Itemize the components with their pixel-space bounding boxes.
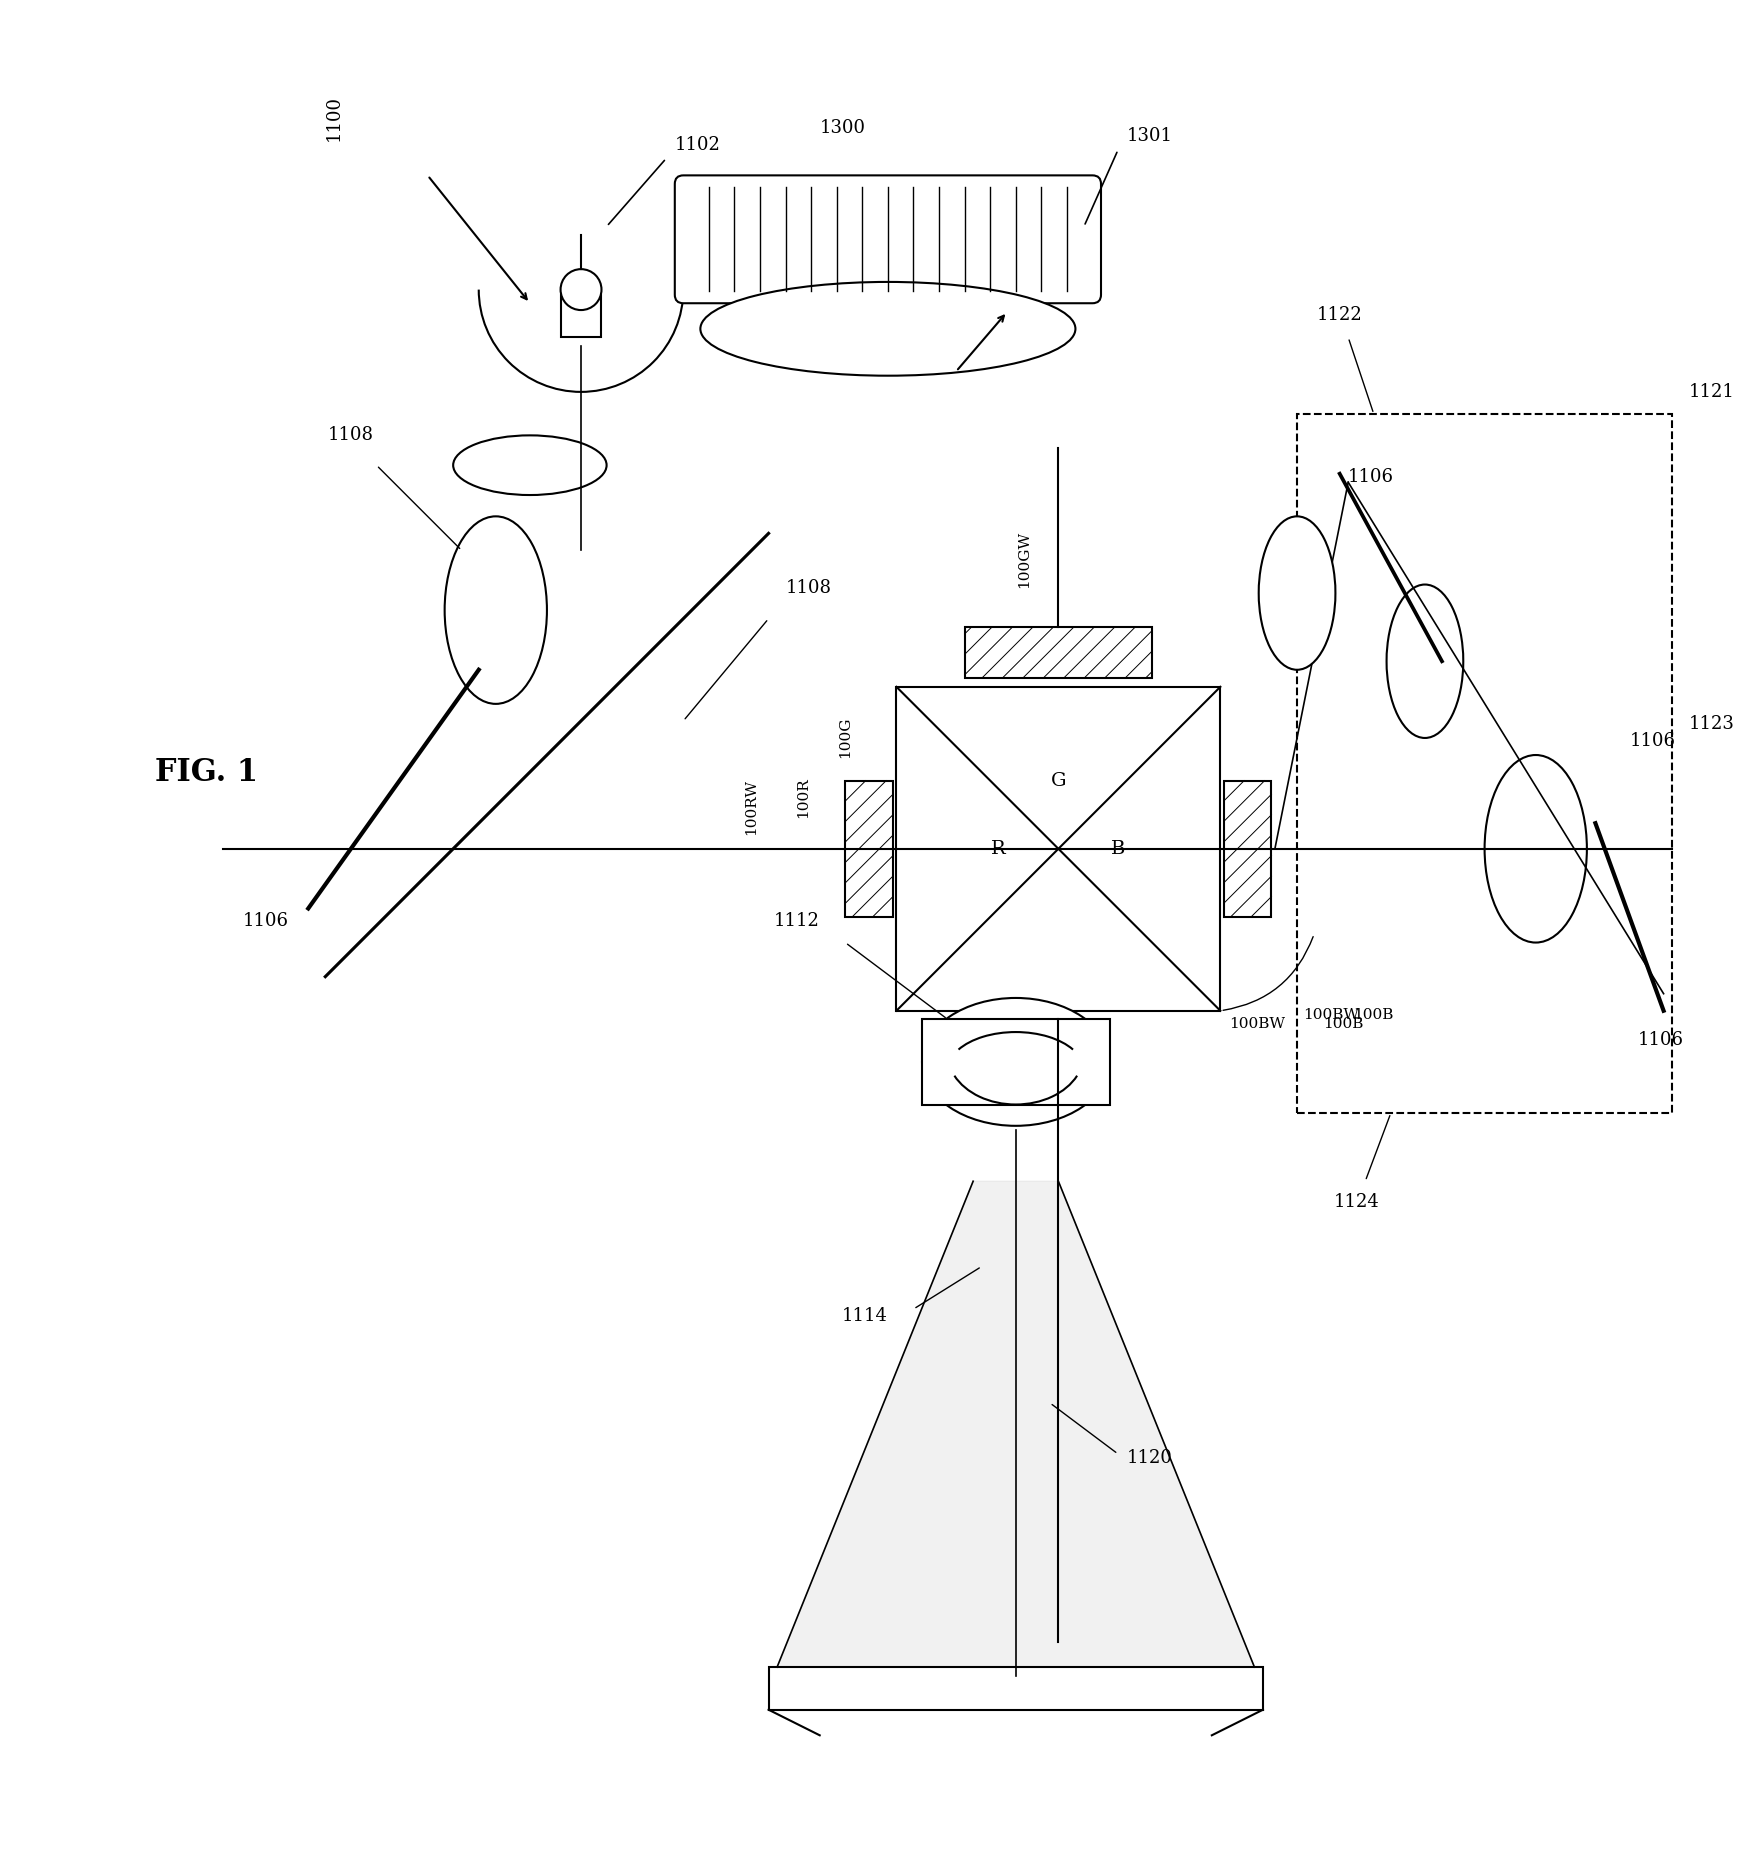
Text: 1121: 1121	[1689, 383, 1734, 402]
Circle shape	[560, 268, 602, 311]
Ellipse shape	[701, 281, 1075, 376]
Text: 1108: 1108	[786, 579, 831, 598]
Text: 1106: 1106	[1348, 468, 1393, 487]
Bar	[896, 687, 1219, 1011]
Text: 1100: 1100	[325, 94, 343, 141]
Bar	[560, 294, 602, 337]
Text: 100R: 100R	[795, 777, 809, 818]
Text: 100RW: 100RW	[744, 779, 758, 835]
Polygon shape	[777, 1181, 1254, 1668]
Bar	[922, 1020, 1109, 1105]
Bar	[769, 1668, 1263, 1710]
Text: 1123: 1123	[1689, 716, 1734, 733]
Text: 1106: 1106	[1628, 733, 1675, 750]
Text: B: B	[1109, 840, 1125, 857]
Text: 1106: 1106	[242, 911, 289, 929]
Text: R: R	[991, 840, 1005, 857]
Text: 100G: 100G	[838, 716, 852, 759]
Text: 1112: 1112	[774, 911, 819, 929]
Text: 1122: 1122	[1316, 305, 1362, 324]
Text: 100B: 100B	[1322, 1016, 1362, 1031]
Text: 1120: 1120	[1125, 1449, 1172, 1466]
Text: 100GW: 100GW	[1017, 531, 1031, 587]
Text: 1300: 1300	[819, 118, 866, 137]
Text: 1114: 1114	[842, 1307, 887, 1325]
Bar	[1223, 781, 1271, 916]
Text: 1108: 1108	[327, 426, 374, 444]
Text: FIG. 1: FIG. 1	[155, 757, 257, 787]
Ellipse shape	[1257, 516, 1334, 670]
Ellipse shape	[922, 998, 1109, 1125]
Ellipse shape	[1386, 585, 1462, 739]
Ellipse shape	[452, 435, 607, 494]
FancyBboxPatch shape	[675, 176, 1101, 304]
Text: 100B: 100B	[1353, 1009, 1393, 1022]
Ellipse shape	[445, 516, 546, 703]
Text: 100BW: 100BW	[1303, 1009, 1358, 1022]
Text: G: G	[1050, 772, 1066, 790]
Bar	[845, 781, 892, 916]
Text: 1106: 1106	[1636, 1031, 1683, 1050]
Bar	[963, 627, 1151, 677]
Ellipse shape	[1483, 755, 1586, 942]
Text: 100BW: 100BW	[1228, 1016, 1283, 1031]
Bar	[1296, 415, 1671, 1112]
Text: 1301: 1301	[1125, 128, 1172, 144]
Text: 1124: 1124	[1334, 1192, 1379, 1211]
Text: 1102: 1102	[675, 135, 720, 154]
